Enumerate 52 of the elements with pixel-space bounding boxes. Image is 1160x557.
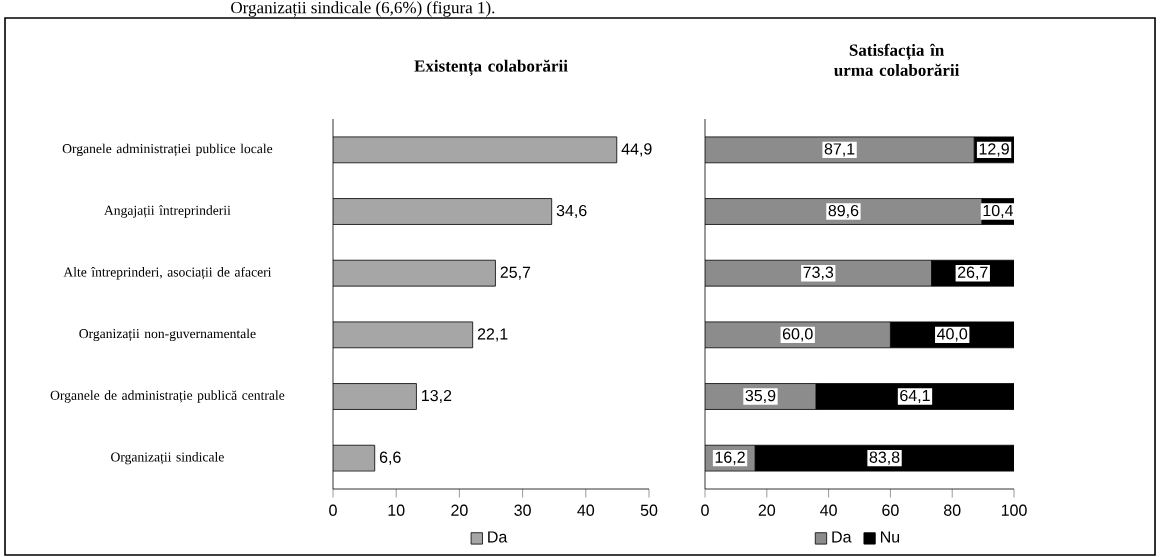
data-label: 16,2 — [715, 451, 745, 465]
data-label: 12,9 — [979, 143, 1009, 157]
y-tick-label: Angajații întreprinderii — [104, 205, 231, 218]
text: Organizații sindicale (6,6%) (figura 1). — [231, 1, 495, 17]
x-tick-label: 0 — [329, 504, 337, 516]
x-tick-label: 20 — [451, 504, 468, 516]
data-label: 87,1 — [824, 143, 855, 157]
bar — [705, 321, 891, 349]
x-tick-label: 80 — [944, 504, 961, 516]
y-tick-label: Alte întreprinderi, asociații de afaceri — [63, 266, 272, 280]
data-label: 26,7 — [958, 266, 988, 280]
y-tick-label: Organele administrației publice locale — [62, 143, 273, 157]
data-label: 44,9 — [621, 143, 652, 157]
x-tick-label: 40 — [820, 504, 837, 516]
x-tick-label: 100 — [1001, 504, 1027, 516]
legend-label: Da — [488, 531, 508, 543]
data-label: 22,1 — [477, 328, 508, 342]
bar — [705, 136, 975, 164]
x-tick-label: 30 — [514, 504, 531, 516]
data-label: 64,1 — [900, 389, 930, 404]
bar — [705, 198, 983, 225]
x-tick-label: 0 — [701, 504, 709, 516]
data-label: 25,7 — [500, 266, 531, 280]
data-label: 60,0 — [782, 328, 813, 342]
data-label: 89,6 — [828, 204, 859, 219]
bar — [705, 259, 932, 287]
x-tick-label: 40 — [577, 504, 595, 516]
data-label: 34,6 — [556, 204, 587, 219]
legend-label: Da — [832, 531, 852, 543]
bar — [333, 259, 496, 287]
x-tick-label: 60 — [882, 504, 899, 516]
data-label: 13,2 — [422, 389, 452, 404]
data-label: 73,3 — [803, 266, 834, 280]
legend-label: Nu — [881, 531, 900, 543]
bar — [705, 383, 817, 410]
chart-title: Existența colaborării — [414, 59, 568, 76]
data-label: 10,4 — [983, 204, 1014, 219]
bar — [333, 136, 618, 164]
data-label: 83,8 — [869, 451, 900, 465]
bar — [333, 321, 474, 349]
data-label: 6,6 — [379, 451, 401, 465]
x-tick-label: 50 — [640, 504, 658, 516]
y-tick-label: Organizații non-guvernamentale — [79, 328, 256, 342]
data-label: 40,0 — [937, 328, 968, 342]
y-tick-label: Organele de administrație publică centrale — [50, 390, 285, 403]
data-label: 35,9 — [745, 389, 776, 404]
y-tick-label: Organizații sindicale — [111, 451, 224, 465]
bar — [333, 383, 417, 410]
chart-title: Satisfacția în urma colaborării — [834, 43, 960, 76]
bar — [333, 198, 553, 225]
x-tick-label: 20 — [758, 504, 776, 516]
x-tick-label: 10 — [388, 504, 405, 516]
